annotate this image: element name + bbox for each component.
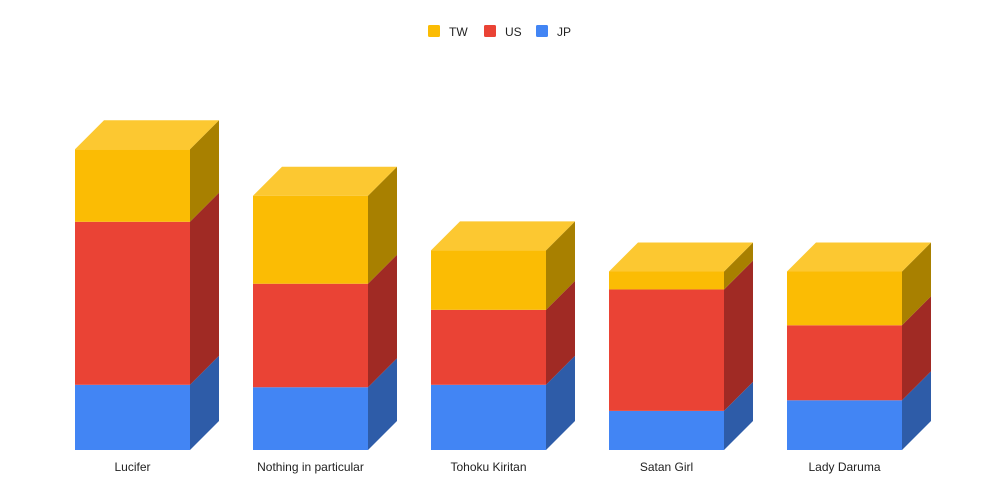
bar-nothing-in-particular-us <box>253 283 368 388</box>
legend-swatch-us <box>484 25 496 37</box>
bar-group-tohoku-kiritan <box>431 221 575 450</box>
bar-side-satan-girl-tw <box>724 242 753 290</box>
bar-group-lucifer <box>75 120 219 450</box>
bar-group-nothing-in-particular <box>253 166 397 450</box>
bar-top-lucifer <box>75 120 219 150</box>
bar-lucifer-us <box>75 221 190 385</box>
bar-lady-daruma-tw <box>787 271 902 326</box>
bar-lady-daruma-us <box>787 325 902 401</box>
bar-side-tohoku-kiritan-tw <box>546 221 575 310</box>
bar-lady-daruma-jp <box>787 400 902 450</box>
bar-top-satan-girl <box>609 242 753 272</box>
bar-nothing-in-particular-tw <box>253 195 368 284</box>
bar-side-nothing-in-particular-jp <box>368 358 397 450</box>
legend-swatch-tw <box>428 25 440 37</box>
x-tick-label-tohoku-kiritan: Tohoku Kiritan <box>450 460 526 474</box>
bar-top-nothing-in-particular <box>253 166 397 196</box>
bar-top-lady-daruma <box>787 242 931 272</box>
bar-tohoku-kiritan-tw <box>431 250 546 310</box>
legend-label-us: US <box>505 25 522 39</box>
bar-nothing-in-particular-jp <box>253 387 368 450</box>
bar-side-lucifer-us <box>190 192 219 385</box>
bar-side-tohoku-kiritan-us <box>546 280 575 385</box>
x-tick-label-satan-girl: Satan Girl <box>640 460 693 474</box>
legend: TW US JP <box>428 25 571 39</box>
bar-side-satan-girl-us <box>724 260 753 411</box>
bar-side-lady-daruma-tw <box>902 242 931 326</box>
legend-label-tw: TW <box>449 25 468 39</box>
bar-group-satan-girl <box>609 242 753 450</box>
bar-satan-girl-us <box>609 289 724 411</box>
bar-group-lady-daruma <box>787 242 931 450</box>
bar-lucifer-tw <box>75 149 190 222</box>
bar-side-lucifer-tw <box>190 120 219 222</box>
bar-side-lady-daruma-us <box>902 296 931 401</box>
bar-side-nothing-in-particular-us <box>368 254 397 388</box>
bar-tohoku-kiritan-jp <box>431 384 546 450</box>
bar-tohoku-kiritan-us <box>431 309 546 385</box>
bar-satan-girl-tw <box>609 271 724 290</box>
x-tick-label-nothing-in-particular: Nothing in particular <box>257 460 364 474</box>
bar-top-tohoku-kiritan <box>431 221 575 251</box>
x-tick-label-lucifer: Lucifer <box>114 460 150 474</box>
legend-label-jp: JP <box>557 25 571 39</box>
bar-lucifer-jp <box>75 384 190 450</box>
bar-side-lady-daruma-jp <box>902 371 931 450</box>
legend-swatch-jp <box>536 25 548 37</box>
x-tick-label-lady-daruma: Lady Daruma <box>808 460 880 474</box>
bar-satan-girl-jp <box>609 410 724 450</box>
bar-side-satan-girl-jp <box>724 381 753 450</box>
bar-side-tohoku-kiritan-jp <box>546 355 575 450</box>
bar-side-nothing-in-particular-tw <box>368 166 397 284</box>
bar-side-lucifer-jp <box>190 355 219 450</box>
